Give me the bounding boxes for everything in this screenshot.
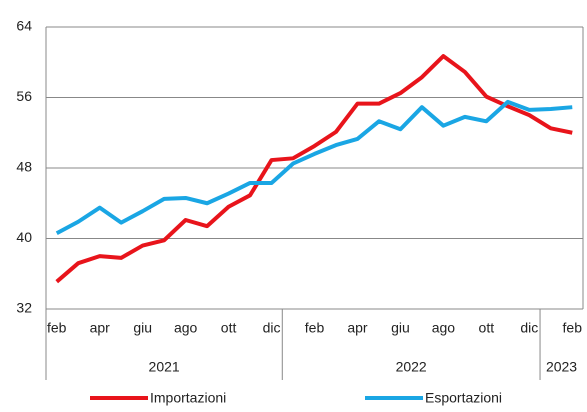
y-tick-label: 64 [16,18,32,34]
year-label: 2023 [546,359,577,375]
legend-label: Importazioni [150,390,226,406]
x-tick-label: ago [174,320,198,336]
x-tick-label: dic [263,320,281,336]
x-tick-label: giu [133,320,152,336]
year-label: 2022 [396,359,427,375]
x-tick-label: ott [221,320,237,336]
x-tick-label: ott [479,320,495,336]
year-label: 2021 [149,359,180,375]
x-tick-label: apr [347,320,368,336]
x-tick-label: dic [520,320,538,336]
x-tick-label: ago [432,320,456,336]
y-tick-label: 48 [16,159,32,175]
y-tick-label: 32 [16,300,32,316]
x-tick-label: feb [305,320,325,336]
x-tick-label: apr [90,320,111,336]
legend-label: Esportazioni [425,390,502,406]
x-tick-label: feb [563,320,583,336]
x-tick-label: feb [47,320,67,336]
x-tick-label: giu [391,320,410,336]
series-line [55,99,573,235]
y-tick-label: 56 [16,88,32,104]
series-line [55,54,573,284]
y-tick-label: 40 [16,229,32,245]
